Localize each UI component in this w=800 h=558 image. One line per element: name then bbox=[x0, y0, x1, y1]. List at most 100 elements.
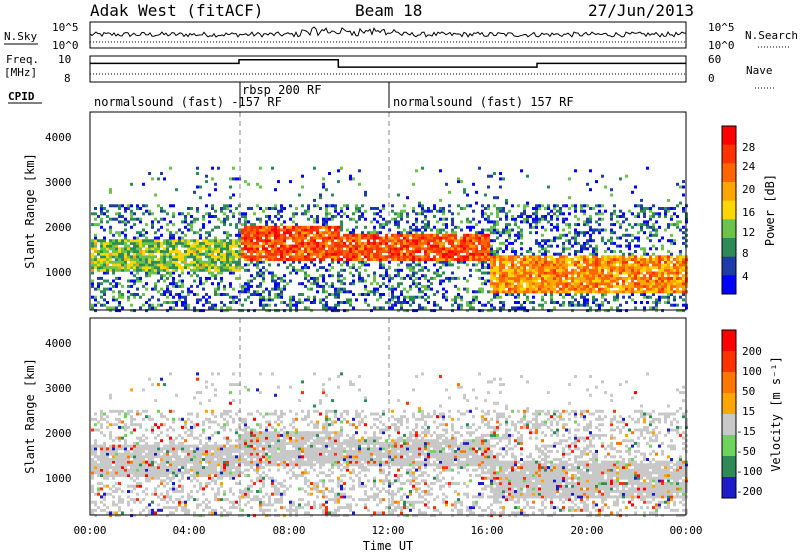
power-cell bbox=[208, 272, 211, 275]
power-cell bbox=[148, 245, 151, 248]
power-cell bbox=[613, 296, 616, 299]
power-cell bbox=[103, 280, 106, 283]
velocity-cell bbox=[163, 461, 166, 464]
power-cell bbox=[457, 253, 460, 256]
power-cell bbox=[544, 207, 547, 210]
power-cell bbox=[502, 277, 505, 280]
power-cell bbox=[94, 296, 97, 299]
power-cell bbox=[481, 229, 484, 232]
power-cell bbox=[100, 245, 103, 248]
power-cell bbox=[391, 239, 394, 242]
power-cell bbox=[163, 239, 166, 242]
power-cell bbox=[559, 212, 562, 215]
power-cell bbox=[391, 277, 394, 280]
power-cell bbox=[667, 269, 670, 272]
power-cell bbox=[229, 210, 232, 213]
power-cell bbox=[439, 239, 442, 242]
power-cell bbox=[91, 261, 94, 264]
power-cell bbox=[493, 266, 496, 269]
velocity-cell bbox=[121, 410, 124, 413]
power-cell bbox=[193, 261, 196, 264]
power-cell bbox=[442, 263, 445, 266]
power-cell bbox=[313, 282, 316, 285]
power-cell bbox=[232, 253, 235, 256]
power-cell bbox=[682, 277, 685, 280]
power-cell bbox=[406, 239, 409, 242]
power-cell bbox=[160, 250, 163, 253]
power-cell bbox=[607, 266, 610, 269]
power-cell bbox=[589, 245, 592, 248]
power-cell bbox=[334, 293, 337, 296]
power-cell bbox=[196, 255, 199, 258]
power-cell bbox=[592, 272, 595, 275]
power-cell bbox=[478, 255, 481, 258]
power-cell bbox=[583, 280, 586, 283]
velocity-cell bbox=[166, 506, 169, 509]
power-cell bbox=[205, 277, 208, 280]
power-cell bbox=[613, 210, 616, 213]
power-cell bbox=[280, 255, 283, 258]
velocity-cell bbox=[100, 509, 103, 512]
power-cell bbox=[502, 301, 505, 304]
power-cell bbox=[310, 226, 313, 229]
power-cell bbox=[490, 212, 493, 215]
power-cell bbox=[394, 253, 397, 256]
power-cell bbox=[325, 220, 328, 223]
power-cell bbox=[100, 263, 103, 266]
power-cell bbox=[388, 253, 391, 256]
power-cell bbox=[529, 274, 532, 277]
power-cell bbox=[484, 247, 487, 250]
velocity-cell bbox=[112, 503, 115, 506]
power-cell bbox=[553, 266, 556, 269]
power-cell bbox=[424, 293, 427, 296]
power-cell bbox=[451, 223, 454, 226]
power-cell bbox=[166, 247, 169, 250]
power-cell bbox=[559, 277, 562, 280]
power-cell bbox=[652, 253, 655, 256]
power-cell bbox=[184, 296, 187, 299]
power-cell bbox=[331, 215, 334, 218]
power-cell bbox=[412, 266, 415, 269]
velocity-cell bbox=[130, 423, 133, 426]
power-cell bbox=[505, 290, 508, 293]
power-cell bbox=[568, 239, 571, 242]
power-cell bbox=[307, 280, 310, 283]
velocity-cell bbox=[136, 413, 139, 416]
power-cell bbox=[562, 212, 565, 215]
power-cell bbox=[541, 285, 544, 288]
power-cell bbox=[571, 282, 574, 285]
power-cell bbox=[652, 204, 655, 207]
velocity-cell bbox=[142, 410, 145, 413]
power-cell bbox=[265, 231, 268, 234]
power-cell bbox=[169, 272, 172, 275]
velocity-cell bbox=[124, 455, 127, 458]
power-cell bbox=[619, 250, 622, 253]
power-cell bbox=[262, 250, 265, 253]
power-cell bbox=[490, 290, 493, 293]
power-cell bbox=[229, 255, 232, 258]
power-cell bbox=[550, 288, 553, 291]
power-cell bbox=[496, 282, 499, 285]
velocity-cell bbox=[142, 498, 145, 501]
power-cell bbox=[658, 288, 661, 291]
power-cell bbox=[472, 183, 475, 186]
power-cell bbox=[196, 218, 199, 221]
power-cell bbox=[379, 274, 382, 277]
power-cell bbox=[142, 229, 145, 232]
power-cell bbox=[100, 250, 103, 253]
power-cell bbox=[409, 245, 412, 248]
velocity-cell bbox=[133, 455, 136, 458]
power-cell bbox=[616, 237, 619, 240]
power-cell bbox=[112, 306, 115, 309]
power-cell bbox=[661, 288, 664, 291]
power-cell bbox=[274, 304, 277, 307]
power-cell bbox=[172, 280, 175, 283]
power-cell bbox=[616, 215, 619, 218]
velocity-cell bbox=[124, 447, 127, 450]
power-cell bbox=[577, 250, 580, 253]
power-cell bbox=[427, 223, 430, 226]
power-cell bbox=[253, 293, 256, 296]
power-cell bbox=[436, 258, 439, 261]
power-cell bbox=[349, 237, 352, 240]
power-cell bbox=[118, 242, 121, 245]
